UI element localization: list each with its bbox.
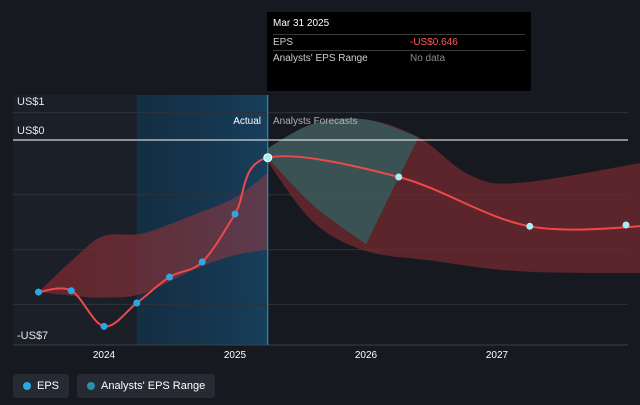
legend-range-dot-icon <box>87 382 96 390</box>
legend-item-eps-range[interactable]: Analysts' EPS Range <box>77 374 216 398</box>
eps-range-forecast-upper-area <box>267 118 419 245</box>
eps-forecast-point[interactable] <box>622 221 630 229</box>
tooltip-range-value: No data <box>410 53 446 64</box>
tooltip-eps-value: -US$0.646 <box>410 37 458 48</box>
legend-range-label: Analysts' EPS Range <box>101 380 206 392</box>
legend-item-eps[interactable]: EPS <box>13 374 70 398</box>
actual-label: Actual <box>233 116 261 127</box>
eps-forecast-point[interactable] <box>526 222 534 230</box>
y-label-bottom: -US$7 <box>17 330 48 342</box>
legend-eps-dot-icon <box>23 382 31 390</box>
x-tick-label: 2026 <box>355 350 378 361</box>
eps-range-past-area <box>38 172 268 298</box>
legend-eps-label: EPS <box>37 380 60 392</box>
x-tick-label: 2027 <box>486 350 509 361</box>
eps-actual-point[interactable] <box>231 210 239 218</box>
x-tick-label: 2025 <box>224 350 247 361</box>
eps-actual-point[interactable] <box>67 287 75 295</box>
y-label-zero: US$0 <box>17 125 45 137</box>
eps-actual-point[interactable] <box>166 273 173 281</box>
eps-actual-point[interactable] <box>133 299 141 307</box>
tooltip-row-eps: EPS -US$0.646 <box>273 34 525 50</box>
tooltip-eps-key: EPS <box>273 37 294 48</box>
tooltip-row-range: Analysts' EPS Range No data <box>273 50 525 66</box>
x-tick-label: 2024 <box>93 350 116 361</box>
forecast-label: Analysts Forecasts <box>273 116 357 127</box>
y-label-top: US$1 <box>17 96 45 108</box>
eps-forecast-point[interactable] <box>395 173 403 181</box>
eps-actual-point[interactable] <box>35 288 42 296</box>
x-axis: 2024 2025 2026 2027 <box>93 350 509 361</box>
tooltip: Mar 31 2025 EPS -US$0.646 Analysts' EPS … <box>267 12 531 91</box>
eps-actual-point[interactable] <box>100 322 108 330</box>
eps-actual-point[interactable] <box>263 153 273 163</box>
eps-points <box>35 153 630 330</box>
legend: EPS Analysts' EPS Range <box>13 374 216 398</box>
eps-actual-point[interactable] <box>198 258 206 266</box>
tooltip-date: Mar 31 2025 <box>273 18 330 29</box>
tooltip-range-key: Analysts' EPS Range <box>273 53 368 64</box>
